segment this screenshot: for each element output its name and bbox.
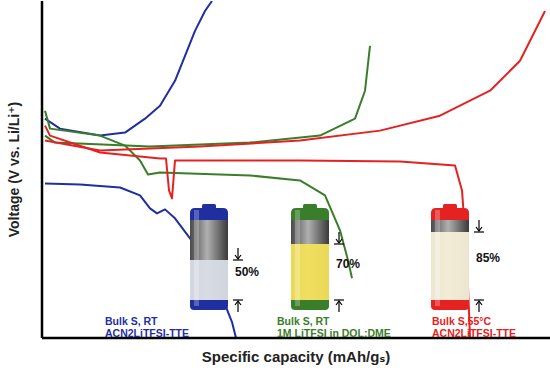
charge-curve: [45, 46, 370, 147]
fill-label: 70%: [336, 257, 360, 271]
charge-curve: [45, 11, 545, 151]
fill-arrow: [237, 248, 238, 258]
discharge-curve: [45, 183, 236, 338]
series-electrolyte: 1M LiTFSI in DOL:DME: [277, 327, 391, 339]
fill-arrow: [478, 220, 479, 230]
battery: [190, 204, 243, 312]
fill-arrowhead: [336, 301, 342, 305]
series-name: Bulk S, RT: [277, 315, 330, 327]
charge-curve: [45, 1, 212, 136]
fill-arrow: [338, 232, 339, 242]
fill-arrowhead: [235, 255, 241, 259]
fill-label: 50%: [235, 265, 259, 279]
series-electrolyte: ACN2LiTFSI-TTE: [105, 327, 189, 339]
chart: Voltage (V vs. Li/Li⁺) Specific capacity …: [0, 0, 550, 373]
discharge-curve: [45, 126, 470, 338]
battery-terminal: [303, 204, 317, 209]
fill-arrowhead: [336, 239, 342, 243]
series-electrolyte: ACN2LiTFSI-TTE: [432, 327, 516, 339]
battery-shine: [435, 210, 440, 306]
x-axis-label: Specific capacity (mAh/gₛ): [202, 348, 390, 365]
battery-shine: [295, 210, 300, 306]
plot-lines: [45, 1, 545, 338]
fill-label: 85%: [476, 251, 500, 265]
fill-arrow: [237, 302, 238, 312]
fill-arrowhead: [476, 227, 482, 231]
fill-arrow: [338, 302, 339, 312]
y-axis-label: Voltage (V vs. Li/Li⁺): [6, 102, 22, 237]
fill-arrowhead: [235, 301, 241, 305]
battery-terminal: [443, 204, 457, 209]
fill-arrow: [478, 302, 479, 312]
series-name: Bulk S,55°C: [432, 315, 491, 327]
battery-shine: [194, 210, 199, 306]
fill-arrowhead: [476, 301, 482, 305]
battery-terminal: [202, 204, 216, 209]
y-axis: [41, 1, 44, 338]
series-name: Bulk S, RT: [105, 315, 158, 327]
